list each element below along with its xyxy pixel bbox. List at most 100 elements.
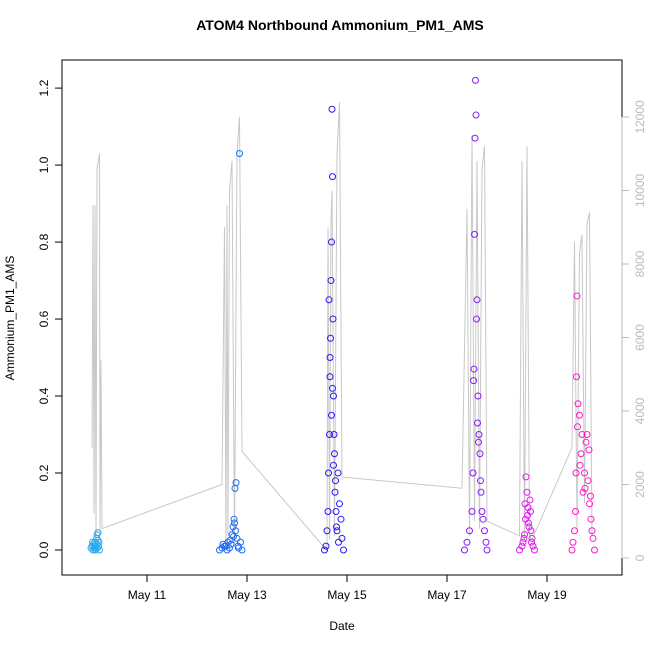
y2-tick-label: 4000 [633, 397, 647, 424]
scatter-point [96, 546, 103, 554]
scatter-point [531, 546, 538, 554]
scatter-point [226, 536, 234, 544]
scatter-point [585, 446, 593, 454]
scatter-point [330, 392, 337, 400]
scatter-point [581, 469, 588, 477]
scatter-point [568, 546, 576, 554]
scatter-point [331, 450, 338, 458]
scatter-point [332, 507, 340, 515]
scatter-point [329, 173, 336, 181]
scatter-point [529, 542, 537, 550]
scatter-point [586, 500, 593, 508]
scatter-point [471, 134, 479, 142]
scatter-point [475, 431, 483, 439]
scatter-point [522, 473, 530, 481]
scatter-point [470, 377, 477, 385]
x-tick-label: May 15 [327, 588, 367, 602]
scatter-point [333, 523, 340, 531]
scatter-point [475, 438, 482, 446]
scatter-point [340, 546, 347, 554]
scatter-point [528, 538, 535, 546]
scatter-point [587, 515, 595, 523]
scatter-point [525, 523, 533, 531]
scatter-point [328, 105, 336, 113]
scatter-point [579, 488, 587, 496]
scatter-point [333, 527, 341, 535]
scatter-point [576, 461, 584, 469]
y2-tick-label: 8000 [633, 250, 647, 277]
scatter-point [470, 365, 478, 373]
scatter-point [521, 500, 529, 508]
y2-tick-label: 6000 [633, 324, 647, 351]
y-tick-label: 0.4 [37, 387, 51, 404]
scatter-point [521, 531, 528, 539]
scatter-point [337, 515, 345, 523]
scatter-point [233, 534, 241, 542]
scatter-point [327, 277, 335, 285]
scatter-point [473, 315, 480, 323]
scatter-point [232, 527, 239, 535]
scatter-point [474, 419, 481, 427]
scatter-point [520, 534, 528, 542]
scatter-point [527, 507, 534, 515]
scatter-point [93, 540, 101, 548]
scatter-point [324, 507, 332, 515]
y-tick-label: 0.0 [37, 541, 51, 558]
scatter-point [327, 334, 334, 342]
scatter-point [231, 519, 238, 527]
scatter-point [523, 488, 531, 496]
scatter-point [468, 507, 476, 515]
scatter-point [478, 507, 486, 515]
scatter-point [326, 431, 333, 439]
scatter-point [571, 527, 578, 535]
scatter-point [322, 542, 330, 550]
scatter-point [230, 533, 237, 541]
scatter-point [328, 238, 335, 246]
scatter-point [576, 411, 583, 419]
y-tick-label: 1.2 [37, 79, 51, 96]
scatter-point [577, 450, 585, 458]
scatter-point [235, 544, 242, 552]
x-tick-label: May 11 [128, 588, 167, 602]
scatter-point [94, 529, 102, 537]
line-series [91, 102, 593, 552]
scatter-point [528, 534, 536, 542]
scatter-point [583, 431, 591, 439]
scatter-point [325, 296, 333, 304]
x-tick-label: May 17 [427, 588, 467, 602]
scatter-point [578, 431, 586, 439]
chart-title: ATOM4 Northbound Ammonium_PM1_AMS [196, 17, 484, 33]
scatter-point [335, 538, 342, 546]
scatter-point [330, 431, 338, 439]
scatter-point [463, 538, 471, 546]
plot-frame [61, 59, 623, 576]
scatter-point [334, 469, 342, 477]
scatter-point [477, 477, 484, 485]
scatter-point [482, 538, 490, 546]
scatter-point [326, 373, 334, 381]
scatter-point [476, 450, 484, 458]
scatter-point [336, 500, 343, 508]
y-tick-label: 1.0 [37, 156, 51, 173]
y-tick-label: 0.8 [37, 233, 51, 250]
x-tick-label: May 13 [227, 588, 267, 602]
scatter-point [226, 544, 233, 552]
scatter-point [589, 534, 597, 542]
scatter-point [471, 230, 478, 238]
scatter-point [236, 150, 243, 158]
scatter-point [584, 477, 592, 485]
scatter-point [588, 527, 596, 535]
scatter-point [574, 400, 582, 408]
scatter-point [569, 538, 577, 546]
scatter-point [230, 515, 238, 523]
x-axis-label: Date [329, 619, 355, 633]
y-axis-label: Ammonium_PM1_AMS [3, 256, 17, 381]
x-tick-label: May 19 [527, 588, 567, 602]
scatter-point [321, 546, 328, 554]
y2-tick-label: 12000 [633, 100, 647, 134]
scatter-point [331, 488, 339, 496]
scatter-point [329, 384, 336, 392]
scatter-point [581, 484, 589, 492]
y-tick-label: 0.6 [37, 310, 51, 327]
